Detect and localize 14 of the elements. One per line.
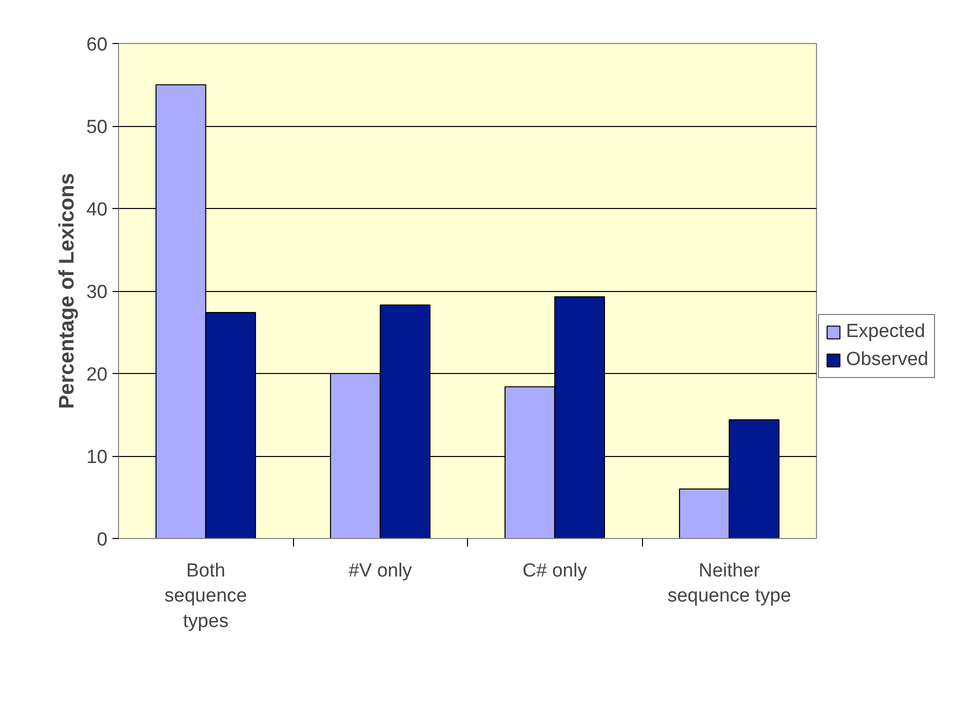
y-axis-title: Percentage of Lexicons (55, 173, 78, 409)
x-tick-label: Neither sequence type (667, 560, 792, 607)
x-tick-label: Both sequence types (164, 560, 247, 632)
y-tick-label: 10 (86, 447, 108, 468)
y-tick-label: 40 (86, 200, 108, 220)
y-tick-label: 60 (86, 34, 108, 56)
y-tick-label: 20 (86, 364, 108, 386)
legend-label: Observed (846, 349, 928, 371)
y-tick-label: 30 (86, 282, 108, 303)
y-tick-label: 50 (86, 117, 108, 138)
x-tick-label: #V only (348, 560, 412, 582)
x-tick-label: C# only (522, 560, 588, 582)
legend-label: Expected (846, 321, 926, 343)
y-tick-label: 0 (96, 530, 108, 550)
